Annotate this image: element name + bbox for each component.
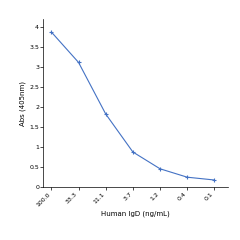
X-axis label: Human IgD (ng/mL): Human IgD (ng/mL) <box>101 210 170 216</box>
Y-axis label: Abs (405nm): Abs (405nm) <box>20 81 26 126</box>
